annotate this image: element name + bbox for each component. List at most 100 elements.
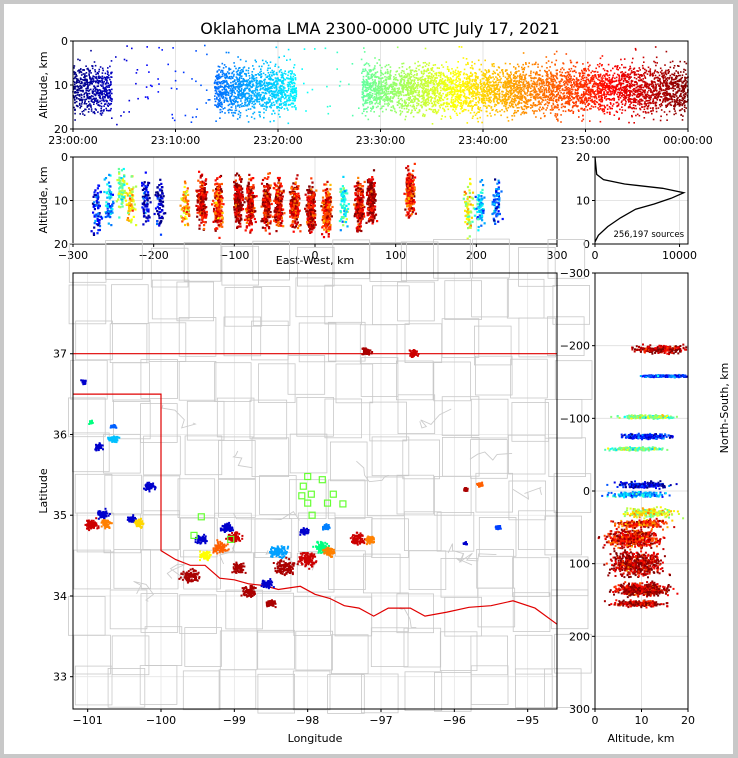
- source-point: [434, 88, 436, 90]
- source-point: [228, 85, 231, 88]
- source-point: [486, 79, 489, 82]
- source-point: [291, 79, 293, 81]
- source-point: [422, 73, 425, 75]
- source-point: [97, 85, 100, 87]
- source-point: [442, 81, 445, 84]
- source-point: [587, 94, 590, 96]
- source-point: [79, 78, 82, 81]
- source-point: [449, 87, 451, 90]
- source-point: [662, 99, 665, 102]
- source-point: [519, 78, 521, 80]
- source-point: [515, 71, 517, 73]
- source-point: [259, 80, 261, 82]
- source-point: [630, 72, 633, 74]
- source-point: [237, 85, 239, 88]
- source-point: [85, 98, 88, 101]
- source-point: [73, 85, 76, 88]
- source-point: [409, 82, 411, 85]
- source-point: [280, 100, 282, 103]
- source-point: [256, 99, 258, 102]
- source-point: [384, 72, 386, 75]
- source-point: [218, 75, 221, 78]
- source-point: [96, 91, 99, 94]
- source-point: [229, 99, 232, 101]
- source-point: [683, 109, 686, 111]
- source-point: [273, 81, 276, 83]
- source-point: [582, 101, 584, 103]
- source-point: [419, 64, 421, 67]
- source-point: [440, 83, 442, 85]
- source-point: [270, 82, 273, 85]
- source-point: [679, 93, 682, 96]
- source-point: [474, 86, 477, 88]
- source-point: [255, 79, 258, 81]
- source-point: [512, 106, 515, 108]
- source-point: [667, 103, 669, 105]
- source-point: [260, 68, 262, 70]
- source-point: [547, 84, 550, 87]
- source-point: [221, 89, 224, 91]
- source-point: [541, 108, 543, 111]
- source-point: [641, 91, 643, 94]
- source-point: [230, 103, 233, 105]
- source-point: [490, 84, 493, 87]
- source-point: [581, 107, 583, 110]
- source-point: [94, 90, 96, 92]
- source-point: [518, 70, 520, 72]
- source-point: [379, 108, 382, 110]
- source-point: [582, 114, 584, 117]
- source-point: [96, 71, 99, 74]
- source-point: [266, 75, 269, 78]
- source-point: [487, 69, 490, 71]
- source-point: [431, 67, 434, 69]
- source-point: [278, 107, 281, 109]
- source-point: [99, 66, 102, 68]
- source-point: [77, 79, 80, 82]
- source-point: [221, 81, 223, 83]
- source-point: [409, 78, 412, 81]
- source-point: [581, 72, 584, 75]
- source-point: [373, 82, 375, 85]
- source-point: [217, 103, 219, 106]
- source-point: [372, 82, 374, 84]
- source-point: [416, 87, 419, 89]
- source-point: [384, 82, 386, 84]
- source-point: [373, 96, 376, 98]
- source-point: [242, 96, 244, 98]
- source-point: [215, 92, 218, 94]
- source-point: [527, 106, 530, 108]
- source-point: [376, 91, 379, 93]
- source-point: [514, 100, 516, 102]
- source-point: [598, 87, 600, 89]
- source-point: [613, 97, 615, 100]
- source-point: [286, 99, 289, 102]
- source-point: [233, 111, 235, 114]
- source-point: [235, 71, 238, 73]
- source-point: [418, 95, 421, 98]
- source-point: [478, 97, 481, 100]
- source-point: [252, 91, 254, 94]
- source-point: [496, 100, 498, 103]
- source-point: [605, 99, 608, 101]
- source-point: [86, 81, 89, 84]
- source-point: [616, 93, 618, 96]
- source-point: [601, 109, 604, 111]
- source-point: [390, 92, 392, 94]
- source-point: [256, 88, 258, 91]
- source-point: [648, 86, 650, 88]
- source-point: [434, 92, 436, 94]
- source-point: [217, 65, 220, 68]
- source-point: [617, 91, 619, 94]
- source-point: [660, 96, 663, 98]
- source-point: [363, 80, 365, 82]
- source-point: [369, 91, 371, 94]
- source-point: [621, 100, 623, 102]
- source-point: [495, 109, 498, 111]
- source-point: [574, 88, 577, 91]
- source-point: [385, 71, 387, 74]
- source-point: [575, 61, 578, 64]
- source-point: [218, 66, 221, 68]
- source-point: [677, 99, 679, 102]
- source-point: [624, 99, 627, 101]
- source-point: [84, 79, 86, 82]
